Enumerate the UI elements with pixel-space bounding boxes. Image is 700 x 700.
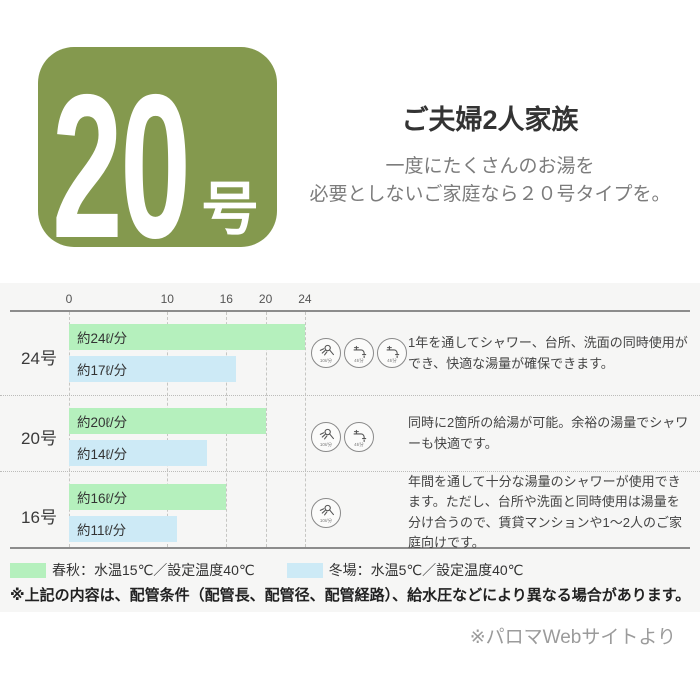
spring-autumn-bar-value: 約16ℓ/分 xyxy=(77,491,128,506)
usage-icons: 10ℓ/分 xyxy=(311,498,341,528)
shower-icon: 10ℓ/分 xyxy=(311,338,341,368)
tick-label-24: 24 xyxy=(298,292,312,306)
row-label: 24号 xyxy=(21,348,57,368)
header-text-block: ご夫婦2人家族 一度にたくさんのお湯を 必要としないご家庭なら２０号タイプを。 xyxy=(300,98,680,208)
faucet-icon: 4ℓ/分 xyxy=(344,422,374,452)
badge-number: 20 xyxy=(52,52,191,281)
page-title: ご夫婦2人家族 xyxy=(401,105,579,135)
icon-caption: 10ℓ/分 xyxy=(319,357,333,363)
row-description: 同時に2箇所の給湯が可能。余裕の湯量でシャワーも快適です。 xyxy=(408,415,689,451)
gridline-24 xyxy=(304,312,306,547)
spring-autumn-bar: 約20ℓ/分 xyxy=(69,408,266,434)
tick-label-10: 10 xyxy=(160,292,174,306)
spring-autumn-bar-value: 約20ℓ/分 xyxy=(77,415,128,430)
shower-icon: 10ℓ/分 xyxy=(311,422,341,452)
table-row: 20号 約20ℓ/分 約14ℓ/分 10ℓ/分 4ℓ/分 同時に2箇所の給湯が可能。余裕の… xyxy=(0,395,700,471)
table-row: 16号 約16ℓ/分 約11ℓ/分 10ℓ/分 年間を通して十分な湯量のシャワーが使用で… xyxy=(0,471,700,553)
page-subtitle: 一度にたくさんのお湯を 必要としないご家庭なら２０号タイプを。 xyxy=(300,153,680,208)
icon-caption: 4ℓ/分 xyxy=(354,357,364,363)
chart-bottom-rule xyxy=(10,547,690,549)
spring-autumn-bar: 約24ℓ/分 xyxy=(69,324,305,350)
chart-panel: 0 10 16 20 24 24号 約24ℓ/分 約17ℓ/分 10ℓ/分 4ℓ/分 4ℓ/分 1年… xyxy=(0,283,700,612)
winter-bar: 約14ℓ/分 xyxy=(69,440,207,466)
usage-icons: 10ℓ/分 4ℓ/分 xyxy=(311,422,374,452)
footnote: ※上記の内容は、配管条件（配管長、配管径、配管経路）、給水圧などにより異なる場合… xyxy=(10,587,691,604)
subtitle-line-1: 一度にたくさんのお湯を xyxy=(385,156,595,177)
winter-bar: 約11ℓ/分 xyxy=(69,516,178,542)
winter-bar: 約17ℓ/分 xyxy=(69,356,237,382)
icon-caption: 4ℓ/分 xyxy=(387,357,397,363)
legend-label: 春秋：水温15℃／設定温度40℃ xyxy=(52,562,255,578)
faucet-icon: 4ℓ/分 xyxy=(344,338,374,368)
winter-bar-value: 約11ℓ/分 xyxy=(77,523,127,538)
chart-legend: 春秋：水温15℃／設定温度40℃ 冬場：水温5℃／設定温度40℃ xyxy=(10,560,555,580)
icon-caption: 10ℓ/分 xyxy=(319,517,333,523)
chart-top-axis xyxy=(10,310,690,312)
usage-icons: 10ℓ/分 4ℓ/分 4ℓ/分 xyxy=(311,338,407,368)
legend-item: 春秋：水温15℃／設定温度40℃ xyxy=(10,560,255,580)
row-label: 16号 xyxy=(21,507,57,527)
legend-item: 冬場：水温5℃／設定温度40℃ xyxy=(286,560,524,580)
icon-caption: 4ℓ/分 xyxy=(354,441,364,447)
row-label: 20号 xyxy=(21,428,57,448)
source-credit: ※パロマWebサイトより xyxy=(469,627,676,648)
tick-label-0: 0 xyxy=(65,292,73,306)
legend-swatch xyxy=(10,562,46,578)
subtitle-line-2: 必要としないご家庭なら２０号タイプを。 xyxy=(309,183,671,205)
shower-icon: 10ℓ/分 xyxy=(311,498,341,528)
size-badge: 20 号 xyxy=(38,47,277,269)
table-row: 24号 約24ℓ/分 約17ℓ/分 10ℓ/分 4ℓ/分 4ℓ/分 1年を通してシャワー、台… xyxy=(0,312,700,395)
legend-label: 冬場：水温5℃／設定温度40℃ xyxy=(328,562,524,578)
winter-bar-value: 約17ℓ/分 xyxy=(77,363,128,378)
winter-bar-value: 約14ℓ/分 xyxy=(77,447,128,462)
spring-autumn-bar: 約16ℓ/分 xyxy=(69,484,227,510)
icon-caption: 10ℓ/分 xyxy=(319,441,333,447)
tick-label-16: 16 xyxy=(219,292,233,306)
faucet-icon: 4ℓ/分 xyxy=(377,338,407,368)
tick-label-20: 20 xyxy=(258,292,273,306)
spring-autumn-bar-value: 約24ℓ/分 xyxy=(77,331,128,346)
badge-suffix: 号 xyxy=(200,177,259,242)
legend-swatch xyxy=(286,562,323,578)
gridline-20 xyxy=(265,312,267,547)
row-description: 1年を通してシャワー、台所、洗面の同時使用ができ、快適な湯量が確保できます。 xyxy=(408,335,688,371)
row-description: 年間を通して十分な湯量のシャワーが使用できます。ただし、台所や洗面と同時使用は湯… xyxy=(408,474,682,550)
chart-rows: 24号 約24ℓ/分 約17ℓ/分 10ℓ/分 4ℓ/分 4ℓ/分 1年を通してシャワー、台… xyxy=(0,312,700,553)
